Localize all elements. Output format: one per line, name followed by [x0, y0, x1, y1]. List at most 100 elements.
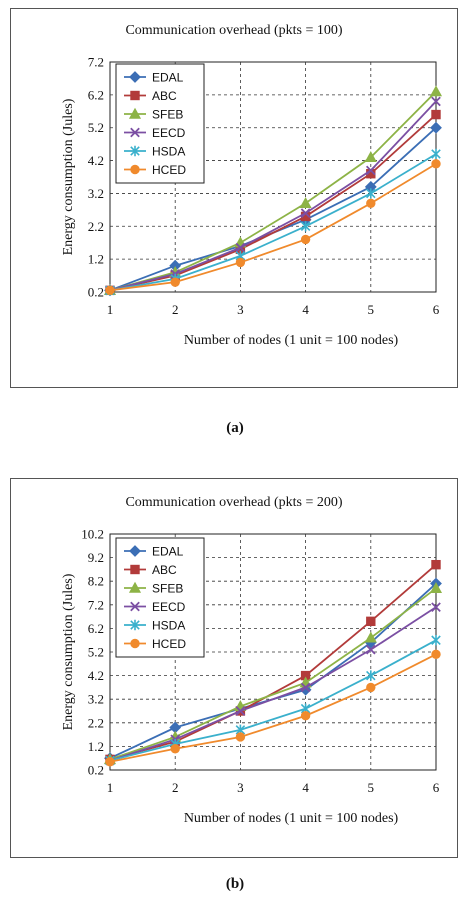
- chart-a-point-hced: [366, 198, 376, 208]
- chart-b-point-hced: [431, 649, 441, 660]
- chart-a-point-hsda: [431, 148, 441, 160]
- chart-b-point-sfeb: [364, 631, 377, 643]
- chart-b-point-eecd: [365, 644, 376, 655]
- chart-a-ytick-label: 1.2: [88, 252, 104, 267]
- chart-a-ytick-label: 5.2: [88, 120, 104, 135]
- chart-b-xtick-label: 3: [237, 780, 244, 795]
- chart-a-legend-label-hced: HCED: [152, 163, 186, 177]
- chart-title-b: Communication overhead (pkts = 200): [125, 495, 343, 510]
- chart-a-ytick-label: 2.2: [88, 219, 104, 234]
- panel-label-a: (a): [226, 420, 244, 436]
- chart-b-legend: EDAL ABC SFEB EECD HSDA HCED: [115, 537, 205, 658]
- chart-b-y-axis-label: Energy consumption (Jules): [61, 573, 76, 730]
- chart-a-ytick-label: 3.2: [88, 186, 104, 201]
- chart-b-point-hced: [300, 711, 311, 721]
- chart-b-series-line-abc: [109, 564, 437, 761]
- chart-b-point-abc: [366, 616, 376, 627]
- chart-a-ytick-label: 0.2: [88, 285, 104, 300]
- chart-a-point-hced: [235, 257, 246, 268]
- chart-a-legend-marker-eecd: [130, 127, 140, 138]
- chart-b-series-hced: [105, 649, 441, 767]
- chart-b-ytick-label: 6.2: [88, 621, 104, 636]
- chart-a-legend-label-hsda: HSDA: [152, 145, 185, 159]
- chart-b-ytick-label: 2.2: [88, 715, 104, 730]
- chart-a-legend-label-abc: ABC: [152, 89, 177, 103]
- chart-a-point-hced: [105, 285, 115, 296]
- chart-b-ytick-label: 1.2: [88, 739, 104, 754]
- chart-b-legend-marker-hsda: [130, 619, 140, 631]
- chart-a-point-hced: [300, 234, 311, 245]
- chart-a-point-eecd: [235, 242, 246, 253]
- chart-b-ytick-label: 0.2: [88, 763, 104, 778]
- chart-b-legend-marker-sfeb: [128, 581, 142, 593]
- chart-a-point-hsda: [366, 188, 376, 199]
- chart-a-point-hsda: [300, 221, 311, 232]
- chart-b-legend-marker-abc: [130, 564, 140, 575]
- chart-b-xtick-label: 2: [172, 780, 179, 795]
- chart-a-point-eecd: [431, 96, 441, 107]
- chart-a-ytick-label: 7.2: [88, 55, 104, 70]
- chart-b-series-line-eecd: [109, 606, 437, 762]
- chart-b-point-abc: [431, 559, 441, 570]
- chart-b-point-hced: [105, 757, 115, 767]
- chart-a-legend-marker-hced: [130, 164, 140, 175]
- chart-b-legend-marker-hced: [130, 638, 140, 649]
- chart-b-legend-label-hced: HCED: [152, 637, 186, 651]
- chart-a-legend-marker-edal: [129, 71, 141, 83]
- chart-a-legend-label-edal: EDAL: [152, 71, 184, 85]
- chart-b-point-eecd: [235, 706, 246, 716]
- chart-b-ytick-label: 8.2: [88, 574, 104, 589]
- chart-a-series-line-hsda: [109, 153, 437, 292]
- chart-b-point-hced: [170, 744, 180, 754]
- chart-a-series-line-eecd: [109, 100, 437, 292]
- chart-b-legend-label-edal: EDAL: [152, 545, 184, 559]
- chart-a-xtick-label: 4: [302, 302, 309, 317]
- chart-a-legend: EDAL ABC SFEB EECD HSDA HCED: [115, 63, 205, 184]
- chart-a-ytick-label: 4.2: [88, 153, 104, 168]
- chart-b-x-axis-label: Number of nodes (1 unit = 100 nodes): [184, 811, 399, 826]
- panel-label-b: (b): [225, 876, 245, 892]
- chart-b-point-hsda: [366, 670, 376, 681]
- chart-b-point-eecd: [431, 602, 441, 612]
- chart-a-xtick-label: 1: [107, 302, 114, 317]
- chart-a-legend-marker-sfeb: [128, 107, 142, 119]
- chart-a-plot-area: [109, 61, 437, 293]
- chart-a-point-hced: [431, 159, 441, 169]
- chart-a-ytick-label: 6.2: [88, 87, 104, 102]
- chart-b-xtick-label: 5: [368, 780, 375, 795]
- chart-a-point-abc: [431, 109, 441, 120]
- chart-b-xtick-label: 4: [302, 780, 309, 795]
- chart-b-point-hced: [235, 732, 246, 742]
- chart-b-series-line-hsda: [109, 639, 437, 762]
- chart-a-xtick-label: 5: [368, 302, 375, 317]
- chart-a-legend-box: [115, 63, 205, 184]
- chart-a-point-eecd: [300, 208, 311, 218]
- chart-b-ytick-label: 5.2: [88, 645, 104, 660]
- chart-a-series-line-sfeb: [109, 90, 437, 292]
- chart-b-legend-marker-eecd: [130, 601, 140, 612]
- chart-a-xtick-label: 2: [172, 302, 179, 317]
- chart-b-ytick-label: 10.2: [81, 527, 104, 542]
- chart-b-xtick-label: 1: [107, 780, 114, 795]
- chart-b-legend-box: [115, 537, 205, 658]
- chart-b-series-line-hced: [109, 653, 437, 763]
- chart-panel-a: Communication overhead (pkts = 100): [10, 8, 458, 388]
- chart-a-y-axis-label: Energy consumption (Jules): [61, 98, 76, 255]
- chart-a-point-sfeb: [364, 151, 377, 162]
- chart-a-point-sfeb: [299, 197, 312, 208]
- chart-a-point-hced: [170, 277, 180, 287]
- chart-a-point-edal: [430, 121, 442, 134]
- chart-a-legend-marker-hsda: [130, 145, 140, 157]
- chart-b-ytick-label: 7.2: [88, 597, 104, 612]
- chart-a-xtick-label: 3: [237, 302, 244, 317]
- chart-b-point-hsda: [431, 635, 441, 646]
- chart-a-xtick-label: 6: [433, 302, 440, 317]
- chart-b-point-sfeb: [429, 582, 443, 593]
- chart-b-ytick-label: 9.2: [88, 550, 104, 565]
- chart-b-xtick-label: 6: [433, 780, 440, 795]
- chart-b-series-line-sfeb: [109, 587, 437, 761]
- chart-b-point-eecd: [300, 682, 311, 693]
- chart-b-point-hced: [366, 682, 376, 693]
